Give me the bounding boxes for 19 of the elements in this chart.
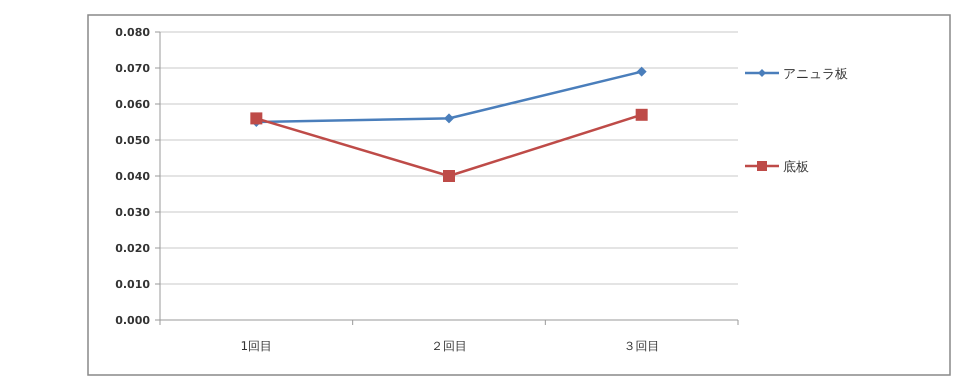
y-tick-label: 0.050 (115, 134, 150, 147)
y-tick-label: 0.040 (115, 170, 150, 183)
point (443, 170, 455, 182)
point (444, 113, 454, 124)
point (636, 66, 647, 77)
legend-label: 底板 (783, 160, 809, 175)
point (250, 112, 262, 124)
x-tick-label: ２回目 (431, 339, 467, 353)
x-tick-label: 1回目 (240, 339, 272, 353)
y-tick-label: 0.070 (115, 62, 150, 75)
y-tick-label: 0.060 (115, 98, 150, 111)
point (636, 108, 648, 121)
legend-label: アニュラ板 (783, 67, 848, 82)
y-tick-label: 0.010 (115, 278, 150, 291)
y-tick-label: 0.020 (115, 242, 150, 255)
x-tick-label: ３回目 (624, 339, 660, 353)
y-tick-label: 0.080 (115, 26, 150, 39)
y-tick-label: 0.030 (115, 206, 150, 219)
y-tick-label: 0.000 (115, 314, 150, 327)
